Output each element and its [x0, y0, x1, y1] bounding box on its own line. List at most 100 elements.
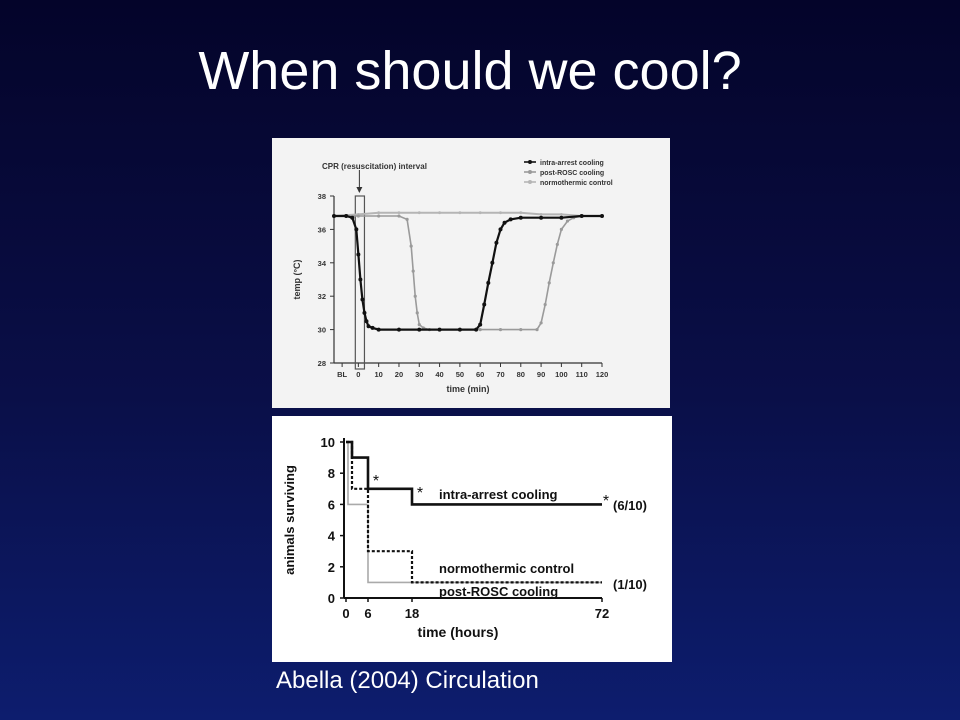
- x-tick-label: 70: [496, 370, 504, 379]
- x-tick-label: 100: [555, 370, 568, 379]
- data-point: [565, 219, 570, 223]
- data-point: [376, 327, 381, 332]
- legend-marker: [528, 180, 532, 184]
- data-point: [458, 211, 462, 215]
- data-point: [356, 214, 360, 218]
- data-point: [438, 211, 441, 215]
- y-tick-label: 10: [321, 435, 335, 450]
- data-point: [474, 327, 479, 332]
- data-point: [377, 211, 381, 215]
- data-point: [397, 211, 401, 215]
- data-point: [417, 211, 421, 215]
- y-tick-label: 8: [328, 466, 335, 481]
- x-tick-label: 72: [595, 606, 609, 621]
- data-point: [409, 244, 413, 248]
- series-label-normothermic: normothermic control: [439, 561, 574, 576]
- end-label-normothermic: (1/10): [613, 577, 647, 592]
- data-point: [364, 319, 369, 324]
- y-tick-label: 38: [318, 192, 326, 201]
- cpr-annotation: CPR (resuscitation) interval: [322, 162, 427, 171]
- data-point: [600, 214, 604, 219]
- x-tick-label: 40: [435, 370, 443, 379]
- data-point: [360, 297, 365, 302]
- data-point: [370, 325, 375, 330]
- data-point: [362, 310, 367, 315]
- y-axis-label: temp (°C): [292, 259, 302, 299]
- y-tick-label: 4: [328, 529, 336, 544]
- data-point: [543, 302, 547, 307]
- survival-line-1: [346, 440, 602, 584]
- data-point: [417, 327, 422, 332]
- data-point: [396, 327, 401, 332]
- data-point: [478, 211, 482, 215]
- data-point: [490, 260, 495, 265]
- data-point: [559, 212, 563, 216]
- end-label-intra-arrest: (6/10): [613, 498, 647, 513]
- cpr-interval-box: [354, 195, 366, 370]
- data-point: [547, 281, 551, 285]
- x-tick-label: 0: [342, 606, 349, 621]
- x-tick-label: 0: [356, 370, 360, 379]
- data-point: [499, 211, 502, 215]
- legend-label: normothermic control: [540, 180, 613, 187]
- data-point: [332, 214, 336, 219]
- data-point: [411, 269, 415, 273]
- cpr-arrow-head: [356, 187, 363, 193]
- x-tick-label: 50: [456, 370, 464, 379]
- y-tick-label: 28: [318, 359, 326, 368]
- data-point: [413, 294, 417, 298]
- data-point: [366, 324, 371, 329]
- data-point: [415, 311, 419, 315]
- x-tick-label: 18: [405, 606, 419, 621]
- y-tick-label: 32: [318, 292, 326, 301]
- series-line-2: [333, 211, 602, 217]
- data-point: [508, 217, 513, 222]
- x-tick-label: BL: [337, 370, 347, 379]
- data-point: [482, 302, 487, 307]
- y-tick-label: 30: [318, 326, 326, 335]
- x-tick-label: 80: [517, 370, 525, 379]
- data-point: [494, 240, 499, 245]
- data-point: [405, 217, 409, 221]
- data-point: [551, 261, 555, 265]
- data-point: [486, 280, 491, 285]
- data-point: [539, 321, 543, 325]
- x-axis-label: time (hours): [418, 624, 499, 640]
- data-point: [344, 214, 349, 219]
- data-point: [354, 227, 359, 232]
- series-label-intra-arrest: intra-arrest cooling: [439, 487, 558, 502]
- x-tick-label: 110: [576, 370, 588, 379]
- data-point: [539, 212, 543, 216]
- data-point: [437, 327, 442, 332]
- x-tick-label: 60: [476, 370, 484, 379]
- data-point: [397, 214, 401, 218]
- data-point: [519, 211, 523, 215]
- survival-line-0: [346, 440, 602, 506]
- data-point: [478, 328, 482, 332]
- significance-marker: *: [603, 493, 609, 510]
- data-point: [559, 215, 564, 220]
- legend-label: intra-arrest cooling: [540, 160, 604, 167]
- slide-title: When should we cool?: [198, 41, 742, 101]
- data-point: [478, 322, 483, 327]
- data-point: [498, 328, 503, 332]
- y-tick-label: 34: [318, 259, 327, 268]
- data-point: [559, 227, 563, 231]
- significance-marker: *: [417, 485, 423, 502]
- data-point: [579, 214, 584, 219]
- data-point: [519, 328, 523, 332]
- temperature-chart: CPR (resuscitation) interval 28 30 32 34 36 38…: [272, 138, 670, 408]
- x-tick-label: 6: [364, 606, 371, 621]
- data-point: [457, 327, 462, 332]
- x-tick-label: 120: [596, 370, 609, 379]
- data-point: [358, 277, 363, 282]
- data-point: [539, 215, 544, 220]
- citation: Abella (2004) Circulation: [276, 667, 539, 694]
- survival-chart: 0 2 4 6 8 10 0 6 18 72 time (hours) animals survivi…: [272, 416, 672, 662]
- temperature-chart-svg: CPR (resuscitation) interval 28 30 32 34 36 38…: [292, 160, 613, 394]
- data-point: [502, 220, 507, 225]
- y-tick-label: 0: [328, 591, 335, 606]
- y-tick-label: 6: [328, 497, 335, 512]
- series-line-1: [334, 215, 602, 331]
